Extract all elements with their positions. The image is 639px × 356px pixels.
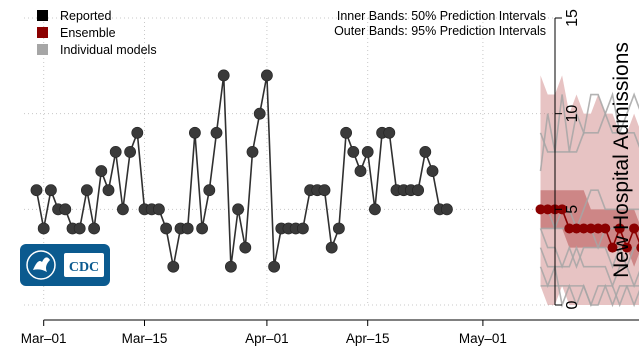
axes: 051015Mar–01Mar–15Apr–01Apr–15May–01Jun–… bbox=[21, 9, 639, 346]
reported-point bbox=[347, 146, 360, 158]
legend-label: Reported bbox=[60, 9, 111, 23]
reported-point bbox=[239, 241, 252, 254]
reported-point bbox=[210, 126, 223, 139]
reported-point bbox=[368, 203, 381, 216]
reported-point bbox=[181, 222, 194, 235]
y-tick-label: 0 bbox=[564, 300, 581, 309]
y-tick-label: 5 bbox=[564, 205, 581, 214]
ensemble-point bbox=[614, 223, 625, 234]
individual-model-line bbox=[540, 285, 639, 308]
ensemble-series bbox=[535, 204, 639, 253]
reported-point bbox=[260, 69, 273, 82]
svg-text:CDC: CDC bbox=[69, 260, 99, 275]
legend-swatch bbox=[37, 10, 48, 21]
ensemble-point bbox=[542, 204, 553, 215]
reported-point bbox=[59, 203, 72, 216]
reported-point bbox=[383, 126, 396, 139]
reported-point bbox=[81, 184, 93, 197]
reported-point bbox=[88, 222, 100, 235]
reported-point bbox=[152, 203, 165, 216]
reported-point bbox=[217, 69, 230, 82]
x-tick-label: May–01 bbox=[459, 331, 507, 346]
reported-point bbox=[354, 165, 367, 177]
reported-point bbox=[246, 146, 259, 158]
reported-point bbox=[160, 222, 172, 235]
individual-model-line bbox=[539, 245, 639, 289]
reported-point bbox=[296, 222, 309, 235]
reported-point bbox=[340, 126, 352, 139]
hhs-seal-icon bbox=[26, 250, 56, 280]
y-axis-title: New Hospital Admissions bbox=[610, 42, 633, 278]
legend: Reported Ensemble Individual models bbox=[37, 9, 157, 57]
inner-band-note: Inner Bands: 50% Prediction Intervals bbox=[337, 9, 546, 23]
ensemble-point bbox=[607, 242, 618, 253]
x-tick-label: Apr–15 bbox=[346, 331, 390, 346]
reported-point bbox=[37, 222, 50, 235]
reported-series bbox=[30, 69, 453, 273]
x-tick-label: Mar–01 bbox=[21, 331, 67, 346]
legend-swatch bbox=[37, 27, 48, 38]
reported-point bbox=[440, 203, 453, 216]
reported-point bbox=[124, 146, 137, 158]
legend-label: Ensemble bbox=[60, 26, 116, 40]
outer-band-note: Outer Bands: 95% Prediction Intervals bbox=[334, 24, 546, 38]
cdc-logo: CDC bbox=[20, 244, 110, 286]
reported-point bbox=[224, 260, 237, 273]
individual-model-line bbox=[539, 91, 639, 172]
reported-point bbox=[117, 203, 129, 216]
reported-line bbox=[35, 75, 447, 267]
ensemble-point bbox=[564, 223, 575, 234]
individual-model-line bbox=[539, 111, 639, 153]
reported-point bbox=[232, 203, 244, 216]
ensemble-point bbox=[593, 223, 604, 234]
reported-point bbox=[412, 184, 424, 197]
y-tick-label: 10 bbox=[564, 105, 581, 123]
reported-point bbox=[95, 165, 108, 177]
reported-point bbox=[73, 222, 86, 235]
x-tick-label: Mar–15 bbox=[122, 331, 168, 346]
reported-point bbox=[332, 222, 345, 235]
reported-point bbox=[203, 184, 216, 197]
reported-point bbox=[318, 184, 331, 197]
ensemble-point bbox=[585, 223, 596, 234]
reported-point bbox=[419, 146, 432, 158]
ensemble-point bbox=[557, 204, 568, 215]
reported-point bbox=[188, 126, 201, 139]
ensemble-point bbox=[578, 223, 589, 234]
ensemble-point bbox=[600, 223, 611, 234]
x-tick-label: Apr–01 bbox=[245, 331, 289, 346]
reported-point bbox=[167, 260, 180, 273]
y-tick-label: 15 bbox=[564, 9, 581, 27]
reported-point bbox=[109, 146, 122, 158]
gridlines bbox=[24, 17, 555, 306]
reported-point bbox=[253, 107, 266, 120]
legend-label: Individual models bbox=[60, 43, 157, 57]
reported-point bbox=[30, 184, 43, 197]
ensemble-point bbox=[535, 204, 546, 215]
ensemble-point bbox=[629, 223, 639, 234]
ensemble-point bbox=[571, 223, 582, 234]
ensemble-point bbox=[621, 242, 632, 253]
ensemble-point bbox=[636, 243, 639, 253]
reported-point bbox=[131, 126, 144, 139]
reported-point bbox=[426, 165, 439, 177]
reported-point bbox=[361, 146, 374, 158]
reported-point bbox=[102, 184, 115, 197]
reported-point bbox=[325, 241, 338, 254]
legend-swatch bbox=[37, 44, 48, 55]
reported-point bbox=[196, 222, 208, 235]
reported-point bbox=[268, 260, 280, 273]
individual-model-line bbox=[540, 189, 639, 231]
individual-model-line bbox=[539, 263, 639, 308]
reported-point bbox=[45, 184, 57, 197]
